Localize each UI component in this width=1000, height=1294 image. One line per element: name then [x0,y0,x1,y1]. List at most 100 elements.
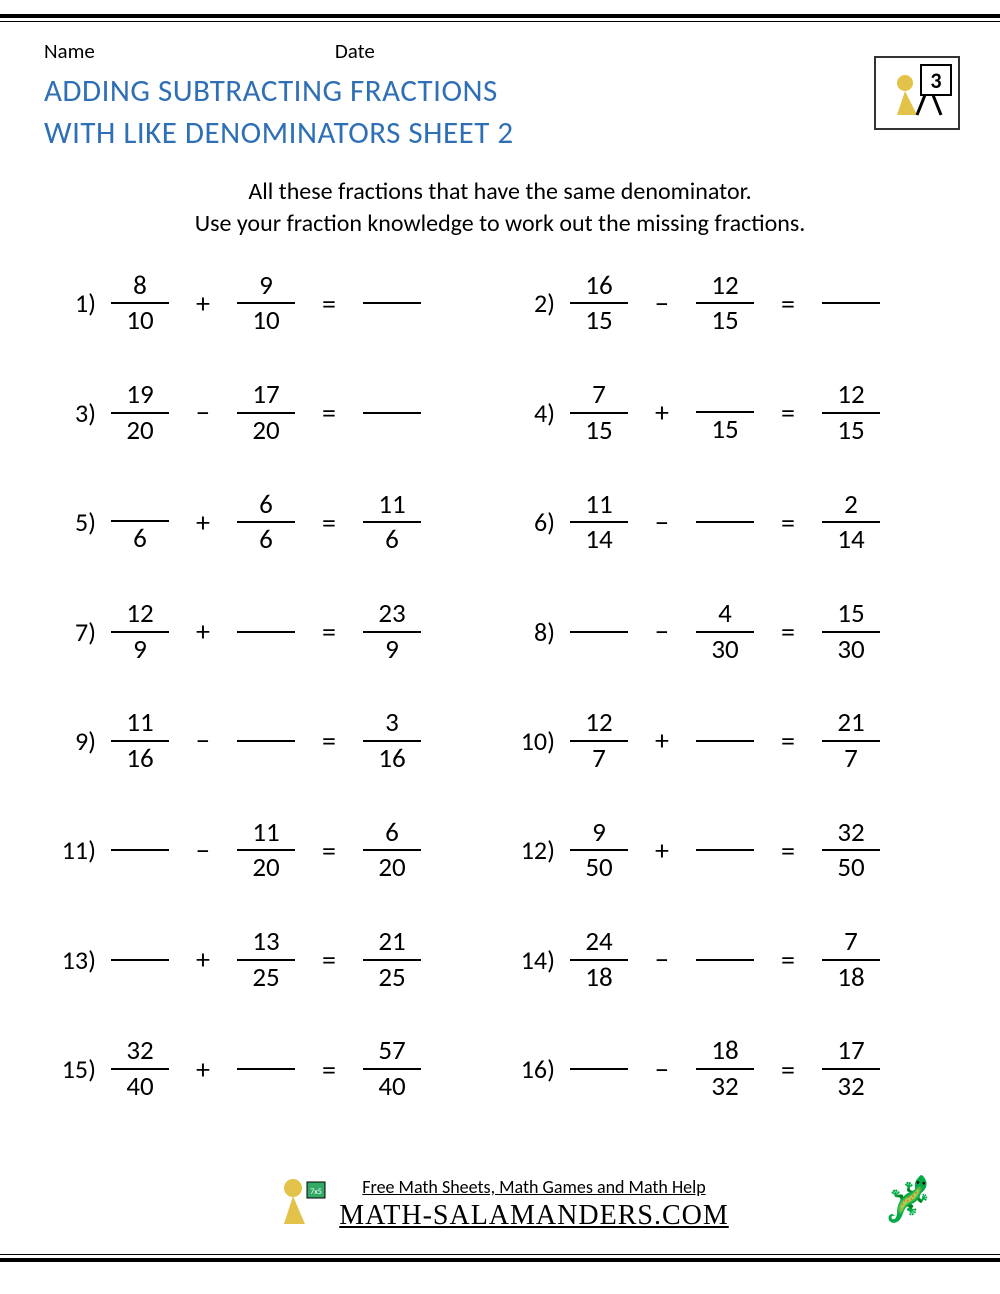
equals: = [304,395,354,430]
result: 214 [813,490,889,555]
problem-label: 14) [505,944,561,976]
equals: = [304,833,354,868]
term-b: 1215 [687,271,763,336]
term-b-numerator: 13 [252,927,279,957]
term-b-denominator: 15 [711,306,738,336]
equals: = [763,286,813,321]
footer-tagline: Free Math Sheets, Math Games and Math He… [339,1176,728,1198]
problem-14: 14)2418−=718 [505,927,954,992]
equals: = [304,505,354,540]
term-b-numerator: 11 [252,818,279,848]
problem-label: 13) [46,944,102,976]
result-numerator: 21 [378,927,405,957]
operator: + [637,395,687,430]
term-a-blank[interactable] [102,959,178,961]
term-a-numerator: 12 [126,599,153,629]
term-a-blank[interactable] [102,849,178,851]
result-denominator: 6 [385,525,399,555]
operator: − [178,723,228,758]
equals: = [763,1052,813,1087]
term-b-blank[interactable] [228,1068,304,1070]
result: 1732 [813,1036,889,1101]
term-a-denominator: 6 [133,524,147,554]
term-b: 430 [687,599,763,664]
result-numerator: 21 [837,708,864,738]
problem-2: 2)1615−1215= [505,271,954,336]
term-a-numerator: 16 [585,271,612,301]
term-b-blank[interactable] [228,740,304,742]
equals: = [304,723,354,758]
problem-1: 1)810+910= [46,271,495,336]
result-denominator: 40 [378,1072,405,1102]
term-a: 950 [561,818,637,883]
result: 1530 [813,599,889,664]
term-a-denominator: 14 [585,525,612,555]
result-denominator: 32 [837,1072,864,1102]
problem-label: 2) [505,287,561,319]
problem-13: 13)+1325=2125 [46,927,495,992]
problem-label: 7) [46,616,102,648]
term-b-blank[interactable] [687,849,763,851]
result-numerator: 2 [844,490,858,520]
top-rule-thick [0,14,1000,18]
equals: = [763,505,813,540]
operator: + [178,286,228,321]
operator: − [637,1052,687,1087]
term-b: 910 [228,271,304,336]
term-a-denominator: 15 [585,416,612,446]
term-b-numerator: 6 [259,490,273,520]
title-line-1: ADDING SUBTRACTING FRACTIONS [36,70,964,112]
term-a: 1116 [102,708,178,773]
result-blank[interactable] [354,412,430,414]
result-blank[interactable] [813,302,889,304]
result-numerator: 11 [378,490,405,520]
result-blank[interactable] [354,302,430,304]
grade-badge: 3 [920,64,952,96]
result-numerator: 57 [378,1036,405,1066]
result-numerator: 15 [837,599,864,629]
term-b-numerator: 12 [711,271,738,301]
result: 217 [813,708,889,773]
result-numerator: 7 [844,927,858,957]
result: 2125 [354,927,430,992]
problem-label: 10) [505,725,561,757]
term-a-numerator: 12 [585,708,612,738]
term-a-numerator: 24 [585,927,612,957]
term-b-blank[interactable] [687,959,763,961]
problem-6: 6)1114−=214 [505,490,954,555]
problem-8: 8)−430=1530 [505,599,954,664]
equals: = [304,614,354,649]
term-a-blank[interactable] [561,631,637,633]
term-a-numerator: 7 [592,380,606,410]
term-a: 810 [102,271,178,336]
page: 3 Name Date ADDING SUBTRACTING FRACTIONS… [0,32,1000,1232]
term-b-blank[interactable] [687,521,763,523]
term-a-numerator: 32 [126,1036,153,1066]
equals: = [763,723,813,758]
term-a-blank[interactable] [561,1068,637,1070]
term-b-denominator: 20 [252,853,279,883]
title-line-2: WITH LIKE DENOMINATORS SHEET 2 [36,112,964,154]
problem-3: 3)1920−1720= [46,380,495,445]
term-a: 1114 [561,490,637,555]
result-denominator: 14 [837,525,864,555]
problem-7: 7)129+=239 [46,599,495,664]
term-a-denominator: 50 [585,853,612,883]
problem-label: 11) [46,834,102,866]
term-b-numerator: 9 [259,271,273,301]
term-b-blank[interactable] [228,631,304,633]
result-denominator: 50 [837,853,864,883]
result: 5740 [354,1036,430,1101]
term-a: 2418 [561,927,637,992]
term-b-blank[interactable] [687,740,763,742]
lizard-icon: 🦎 [870,1174,950,1224]
term-a-denominator: 20 [126,416,153,446]
operator: + [637,833,687,868]
title-block: ADDING SUBTRACTING FRACTIONS WITH LIKE D… [36,70,964,154]
term-a-denominator: 40 [126,1072,153,1102]
result: 116 [354,490,430,555]
term-a-numerator: 9 [592,818,606,848]
term-a: 715 [561,380,637,445]
term-a: 3240 [102,1036,178,1101]
problem-label: 1) [46,287,102,319]
